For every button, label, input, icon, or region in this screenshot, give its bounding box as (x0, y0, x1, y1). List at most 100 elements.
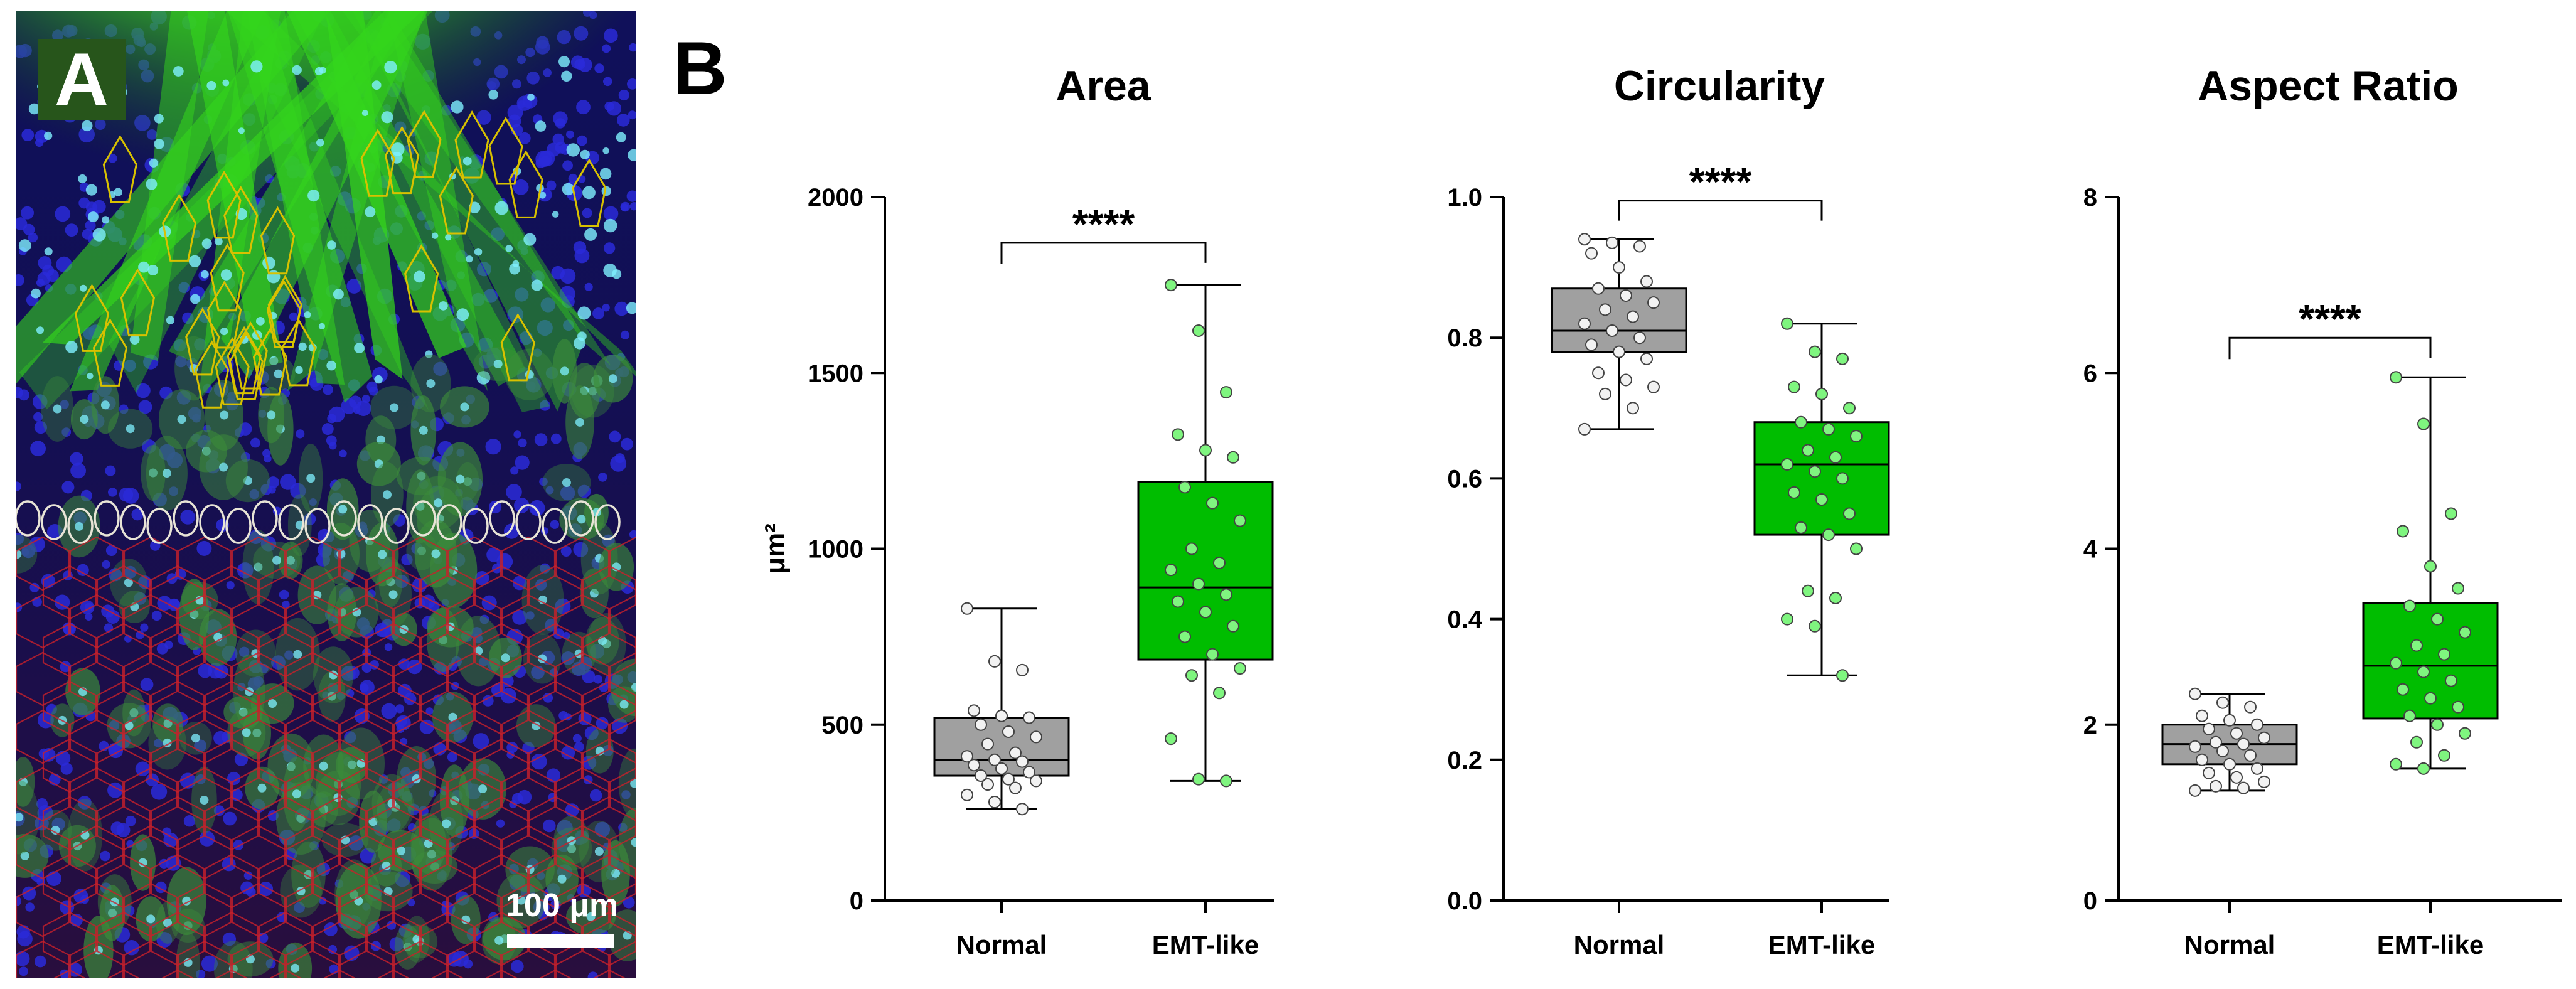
cyan-nucleus (220, 269, 232, 281)
cyan-nucleus (16, 550, 22, 559)
data-point (1172, 595, 1184, 608)
nucleus (151, 784, 168, 800)
cyan-nucleus (214, 237, 223, 246)
normal-cell-outline (120, 504, 146, 540)
cyan-nucleus (269, 356, 279, 366)
data-point (2251, 762, 2263, 775)
nucleus (164, 640, 173, 650)
data-point (1836, 669, 1849, 682)
cyan-nucleus (575, 417, 584, 427)
nucleus (557, 820, 573, 837)
nucleus (16, 533, 24, 545)
membrane-outline (96, 738, 151, 793)
nucleus (22, 886, 36, 901)
y-tick-label: 2000 (808, 184, 863, 211)
membrane-outline (231, 651, 286, 707)
cyan-nucleus (163, 918, 172, 928)
nucleus (587, 971, 599, 978)
nucleus (584, 282, 593, 291)
membrane-outline (501, 709, 556, 764)
normal-cell-outline (304, 508, 331, 544)
cyan-nucleus (431, 549, 441, 559)
data-point (1850, 542, 1863, 555)
nucleus (166, 452, 183, 468)
data-point (1809, 345, 1821, 358)
data-point (1829, 591, 1842, 604)
cyan-nucleus (92, 228, 106, 242)
membrane-outline (312, 680, 367, 735)
cyan-nucleus (631, 838, 636, 847)
membrane-outline (555, 651, 610, 707)
nucleus (284, 650, 294, 660)
nucleus (598, 473, 607, 482)
membrane-outline (501, 536, 556, 591)
nucleus (614, 453, 625, 464)
cyan-nucleus (419, 425, 428, 435)
nucleus (550, 520, 560, 529)
nucleus (594, 821, 611, 838)
nucleus (478, 337, 493, 353)
cyan-nucleus (566, 143, 580, 157)
nucleus (316, 862, 331, 877)
cyan-nucleus (326, 360, 336, 371)
membrane-outline (447, 709, 502, 764)
membrane-outline (555, 594, 610, 649)
nucleus (563, 319, 574, 331)
normal-cell-outline (489, 500, 515, 537)
nucleus (574, 248, 590, 264)
cyan-nucleus (85, 184, 97, 196)
y-tick-label: 0.2 (1447, 747, 1482, 774)
membrane-outline (69, 825, 124, 880)
data-point (1220, 386, 1232, 399)
cyan-nucleus (451, 100, 464, 114)
nucleus (614, 301, 629, 316)
green-cell (618, 808, 636, 877)
data-point (1165, 279, 1177, 292)
cyan-nucleus (608, 374, 617, 383)
nucleus (136, 630, 145, 639)
cyan-nucleus (562, 478, 571, 487)
nucleus (514, 498, 530, 513)
membrane-outline (593, 969, 626, 978)
nucleus (526, 381, 536, 391)
nucleus (77, 564, 89, 577)
data-point (1016, 803, 1029, 816)
nucleus (589, 789, 602, 802)
cyan-nucleus (166, 316, 175, 324)
membrane-outline (96, 796, 151, 851)
nucleus (135, 761, 151, 776)
membrane-outline (420, 796, 475, 851)
normal-cell-outline (383, 508, 410, 544)
nucleus (29, 582, 40, 592)
normal-cell-outline (173, 500, 199, 537)
data-point (1192, 324, 1205, 337)
membrane-outline (285, 825, 340, 880)
data-point (1206, 648, 1219, 661)
membrane-outline (312, 911, 367, 966)
y-tick-label: 6 (2083, 360, 2097, 387)
membrane-outline (366, 565, 421, 620)
data-point (1199, 606, 1212, 619)
membrane-outline (177, 536, 232, 591)
nucleus (425, 707, 434, 715)
nucleus (353, 405, 361, 414)
nucleus (629, 202, 636, 211)
membrane-outline (123, 940, 178, 978)
significance-bracket (1618, 200, 1823, 221)
nucleus (131, 508, 144, 521)
membrane-outline (447, 594, 502, 649)
panel-b-label: B (673, 26, 727, 110)
nucleus (361, 395, 370, 403)
membrane-outline (609, 825, 636, 880)
cyan-nucleus (580, 149, 590, 159)
membrane-outline (474, 565, 529, 620)
y-tick-label: 1000 (808, 536, 863, 564)
membrane-outline (69, 536, 124, 591)
membrane-outline (69, 882, 124, 938)
nucleus (421, 594, 436, 609)
data-point (1578, 317, 1591, 330)
y-tick-label: 0.6 (1447, 465, 1482, 493)
cyan-nucleus (314, 67, 324, 76)
nucleus (105, 545, 117, 556)
